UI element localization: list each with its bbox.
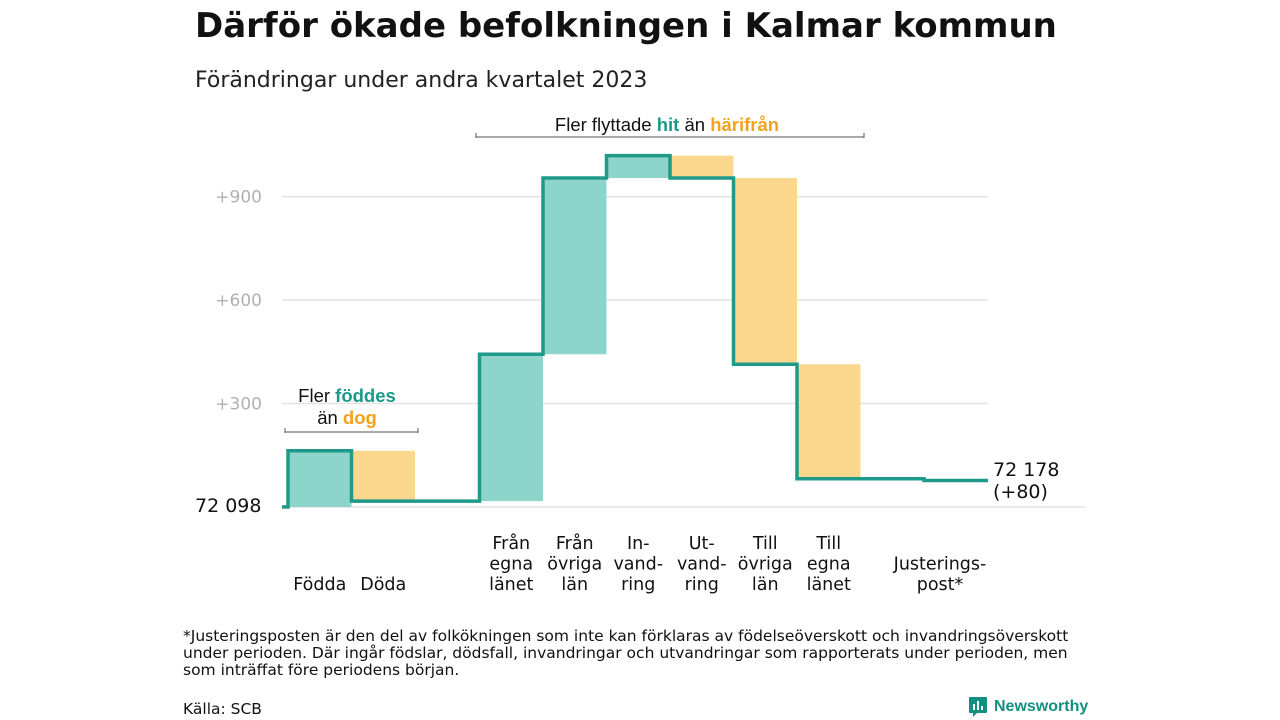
annotation-prefix: Fler flyttade [555, 114, 657, 135]
category-label-line: län [561, 575, 588, 595]
category-label-line: Från [556, 533, 594, 554]
category-label: Till övriga län [738, 534, 793, 595]
annotation-orange-word: dog [343, 407, 377, 428]
annotation-text: Fler föddes [298, 385, 396, 406]
annotation-text: Fler flyttade hit än härifrån [555, 114, 779, 135]
y-tick-label: +900 [215, 188, 262, 208]
annotation-orange-word: härifrån [710, 114, 779, 135]
category-label-line: länet [489, 575, 533, 595]
annotation-mid: än [317, 407, 343, 428]
category-label-line: ring [621, 575, 655, 595]
y-tick-label: +600 [215, 291, 262, 311]
category-label-line: vand- [677, 555, 727, 575]
end-change-label: (+80) [993, 481, 1048, 503]
category-label-line: post* [917, 575, 964, 595]
waterfall-chart: +300 +600 +900 72 098 72 178(+80) Födda Döda Fr… [195, 114, 1085, 596]
category-label: In-vand-ring [613, 534, 663, 595]
category-label-line: In- [627, 534, 650, 554]
start-value-label: 72 098 [195, 495, 261, 517]
annotation-teal-word: hit [657, 114, 680, 135]
category-label: Ut-vand-ring [677, 534, 727, 595]
waterfall-bar [797, 364, 861, 479]
category-label-line: Ut- [689, 534, 715, 554]
waterfall-bar [543, 178, 607, 355]
category-label-line: Döda [360, 575, 406, 595]
waterfall-bar [670, 155, 734, 179]
category-label-line: Justerings- [893, 555, 987, 575]
category-label-line: ring [685, 575, 719, 595]
waterfall-bar [288, 450, 352, 507]
y-tick-label: +300 [215, 395, 262, 415]
annotation-mid: än [679, 114, 710, 135]
category-label-line: övriga [547, 555, 602, 575]
category-label-line: egna [489, 555, 533, 575]
category-label: Till egna länet [807, 534, 851, 595]
annotation-teal-word: föddes [335, 385, 396, 406]
annotation-text: än dog [317, 407, 377, 428]
source-label: Källa: SCB [183, 700, 262, 718]
category-label: Från övriga län [547, 533, 602, 595]
footnote: *Justeringsposten är den del av folkökni… [183, 627, 1069, 679]
category-label-line: egna [807, 555, 851, 575]
annotation-prefix: Fler [298, 385, 335, 406]
waterfall-bar [479, 354, 543, 502]
category-label-line: Till [815, 534, 841, 554]
category-label-line: länet [807, 575, 851, 595]
category-label: Från egna länet [489, 533, 533, 595]
category-label-line: vand- [613, 555, 663, 575]
category-label: Döda [360, 575, 406, 595]
brand-logo: Newsworthy [968, 696, 1088, 718]
chart-subtitle: Förändringar under andra kvartalet 2023 [195, 68, 648, 93]
chart-title: Därför ökade befolkningen i Kalmar kommu… [195, 6, 1057, 46]
category-label-line: Till [752, 534, 778, 554]
cumulative-step-line [282, 153, 988, 509]
waterfall-bar [351, 450, 415, 502]
category-label-line: övriga [738, 555, 793, 575]
category-label-line: län [752, 575, 779, 595]
category-label: Födda [293, 575, 346, 595]
category-label: Justerings-post* [893, 555, 987, 596]
end-value-label: 72 178 [993, 459, 1059, 481]
category-label-line: Från [492, 533, 530, 554]
waterfall-bar [606, 155, 670, 179]
category-label-line: Födda [293, 575, 346, 595]
bar-chart-logo-icon [969, 697, 987, 717]
brand-name: Newsworthy [994, 698, 1089, 715]
waterfall-bar [733, 178, 797, 365]
